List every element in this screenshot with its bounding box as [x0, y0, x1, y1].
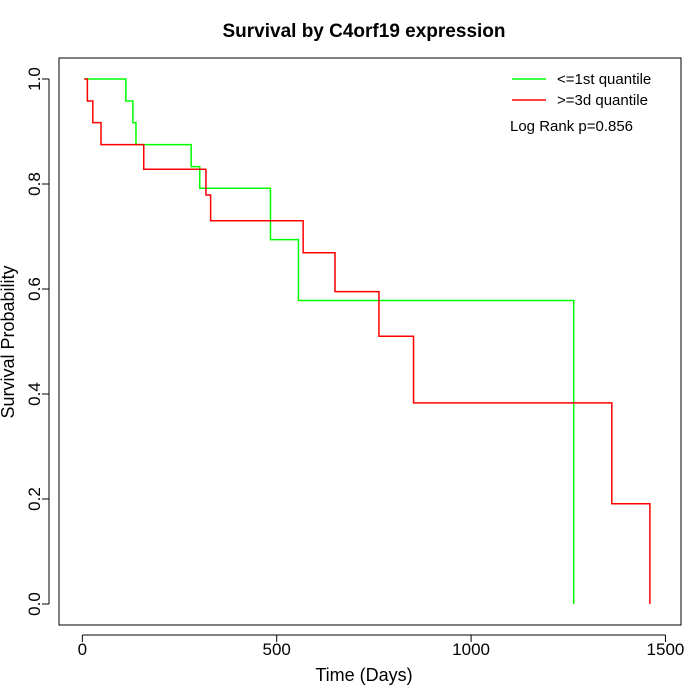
x-axis-label: Time (Days) — [315, 665, 412, 685]
log-rank-annotation: Log Rank p=0.856 — [510, 118, 633, 135]
y-tick-label: 0.6 — [25, 277, 44, 301]
chart-title: Survival by C4orf19 expression — [222, 21, 505, 42]
survival-curve-high — [84, 78, 651, 604]
x-tick-label: 500 — [263, 640, 291, 659]
y-axis-label: Survival Probability — [0, 265, 18, 418]
series-layer — [84, 78, 651, 604]
x-tick-label: 0 — [78, 640, 87, 659]
legend: <=1st quantile >=3d quantile — [512, 71, 651, 109]
plot-frame — [58, 57, 682, 626]
legend-label-high: >=3d quantile — [557, 92, 648, 109]
y-tick-label: 0.4 — [25, 382, 44, 406]
y-axis: 0.0 0.2 0.4 0.6 0.8 1.0 — [25, 67, 50, 616]
y-tick-label: 0.8 — [25, 172, 44, 196]
y-tick-label: 0.2 — [25, 487, 44, 511]
x-axis: 0 500 1000 1500 — [78, 634, 685, 659]
y-tick-label: 0.0 — [25, 592, 44, 616]
legend-label-low: <=1st quantile — [557, 71, 651, 88]
x-tick-label: 1000 — [452, 640, 490, 659]
x-tick-label: 1500 — [647, 640, 685, 659]
survival-curve-low — [84, 78, 575, 604]
y-tick-label: 1.0 — [25, 67, 44, 91]
